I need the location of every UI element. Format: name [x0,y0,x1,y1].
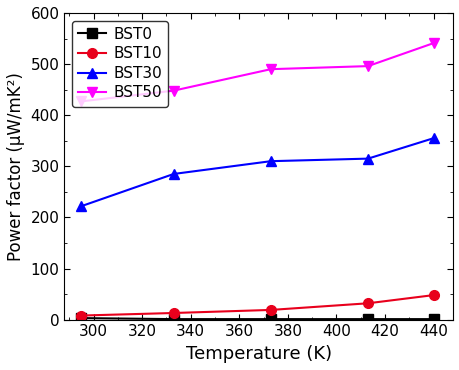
Y-axis label: Power factor (μW/mK²): Power factor (μW/mK²) [7,72,25,261]
BST0 [78,316,84,320]
BST10 [268,308,273,312]
Line: BST30: BST30 [76,133,437,211]
BST30 [268,159,273,164]
BST10 [171,311,176,315]
BST0 [430,317,436,322]
X-axis label: Temperature (K): Temperature (K) [185,345,331,363]
BST0 [268,317,273,322]
BST50 [78,99,84,104]
BST30 [171,172,176,176]
BST50 [268,67,273,71]
Line: BST0: BST0 [76,313,437,324]
BST30 [78,204,84,208]
BST30 [364,157,370,161]
BST50 [430,41,436,45]
Legend: BST0, BST10, BST30, BST50: BST0, BST10, BST30, BST50 [72,21,168,107]
BST30 [430,136,436,140]
BST0 [171,317,176,322]
Line: BST50: BST50 [76,38,437,106]
BST10 [430,293,436,297]
Line: BST10: BST10 [76,290,437,320]
BST0 [364,317,370,322]
BST10 [364,301,370,306]
BST50 [364,64,370,68]
BST50 [171,88,176,93]
BST10 [78,313,84,318]
